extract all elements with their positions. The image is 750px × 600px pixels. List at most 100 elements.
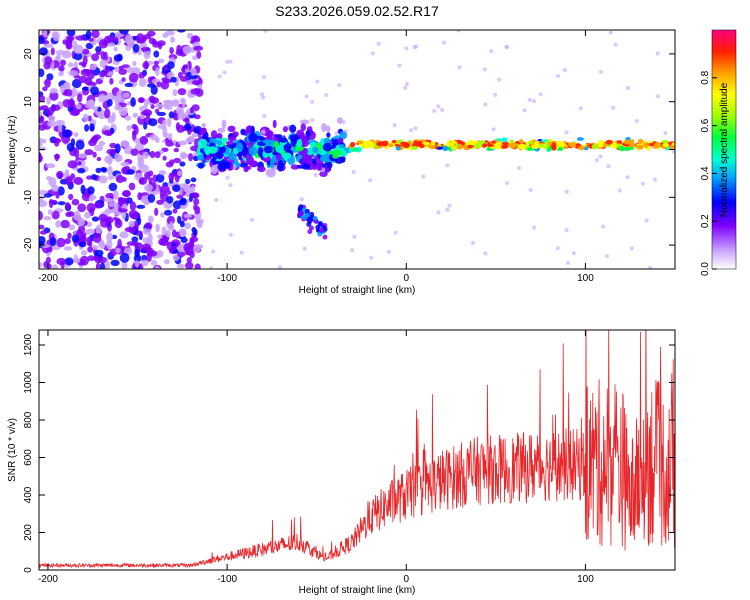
spectrogram-cell <box>217 74 222 79</box>
spectrogram-cell <box>51 184 59 192</box>
spectrogram-cell <box>539 143 544 148</box>
spectrogram-cell <box>157 58 165 64</box>
spectrogram-cell <box>171 100 180 107</box>
spectrogram-cell <box>105 92 114 102</box>
spectrogram-cell <box>82 86 90 91</box>
spectrogram-cell <box>91 216 100 222</box>
spectrogram-cell <box>308 225 314 231</box>
spectrogram-cell <box>164 209 173 216</box>
spectrogram-cell <box>94 201 102 209</box>
spectrogram-cell <box>91 245 99 250</box>
snr-xtick-label: -100 <box>217 574 237 585</box>
spectrogram-cell <box>114 152 121 162</box>
spectrogram-cell <box>248 133 259 143</box>
spectrogram-cell <box>148 250 158 257</box>
spectrogram-cell <box>122 190 130 197</box>
spectrogram-cell <box>183 213 193 219</box>
spectrogram-cell <box>141 243 151 252</box>
spectrogram-cell <box>339 131 348 140</box>
spectrogram-cell <box>46 96 51 105</box>
spectrogram-cell <box>190 88 201 95</box>
spectrogram-cell <box>115 217 121 225</box>
spectrogram-cell <box>97 256 108 264</box>
colorbar-tick-label: 0.8 <box>700 70 711 84</box>
spectrogram-cell <box>178 140 188 146</box>
spectrogram-cell <box>337 137 344 143</box>
spectrogram-cell <box>114 143 121 154</box>
spectrogram-cell <box>278 265 282 269</box>
spectrogram-cell <box>381 140 389 147</box>
spectrogram-xtick-label: -200 <box>38 273 58 284</box>
spectrogram-cell <box>180 204 187 210</box>
spectrogram-cell <box>217 127 226 133</box>
spectrogram-cell <box>534 140 540 147</box>
spectrogram-cell <box>501 137 508 143</box>
spectrogram-cell <box>137 157 145 167</box>
spectrogram-cell <box>348 147 354 153</box>
spectrogram-cell <box>201 123 206 128</box>
spectrogram-cell <box>60 59 66 66</box>
spectrogram-cell <box>146 83 156 88</box>
spectrogram-cell <box>117 196 124 203</box>
spectrogram-cell <box>143 200 149 206</box>
spectrogram-cell <box>238 151 243 161</box>
spectrogram-cell <box>80 184 86 195</box>
spectrogram-cell <box>436 210 441 215</box>
spectrogram-cell <box>144 171 151 180</box>
spectrogram-cell <box>262 113 267 118</box>
spectrogram-cell <box>656 94 660 99</box>
spectrogram-cell <box>189 250 195 259</box>
spectrogram-cell <box>131 236 139 243</box>
spectrogram-cell <box>132 60 137 67</box>
spectrogram-cell <box>211 249 216 254</box>
snr-ylabel: SNR (10 * v/v) <box>7 418 18 482</box>
spectrogram-cell <box>104 155 114 164</box>
spectrogram-cell <box>65 178 73 186</box>
spectrogram-cell <box>305 130 311 138</box>
spectrogram-cell <box>342 150 347 156</box>
spectrogram-cell <box>99 71 105 78</box>
spectrogram-cell <box>153 50 160 58</box>
spectrogram-cell <box>364 145 370 149</box>
spectrogram-cell <box>42 86 48 92</box>
spectrogram-cell <box>299 197 304 202</box>
spectrogram-cell <box>180 197 187 206</box>
spectrogram-cell <box>556 73 560 78</box>
spectrogram-cell <box>99 241 106 250</box>
spectrogram-cell <box>179 220 185 228</box>
snr-ytick-label: 400 <box>23 486 34 503</box>
spectrogram-cell <box>369 142 375 148</box>
spectrogram-cell <box>144 184 153 192</box>
spectrogram-cell <box>228 232 233 237</box>
spectrogram-cell <box>132 112 138 118</box>
spectrogram-cell <box>82 113 89 122</box>
spectrogram-cell <box>482 67 487 72</box>
spectrogram-cell <box>122 92 130 99</box>
spectrogram-cell <box>154 265 160 269</box>
spectrogram-cell <box>121 64 130 69</box>
spectrogram-cell <box>65 202 71 210</box>
spectrogram-cell <box>264 145 273 154</box>
spectrogram-cell <box>57 124 63 133</box>
snr-ytick-label: 1000 <box>23 371 34 394</box>
spectrogram-cell <box>48 199 58 204</box>
spectrogram-cell <box>193 244 201 253</box>
spectrogram-ytick-label: 0 <box>23 146 34 152</box>
spectrogram-cell <box>45 163 56 169</box>
spectrogram-cell <box>335 150 342 155</box>
spectrogram-cell <box>158 170 167 176</box>
spectrogram-cell <box>156 250 164 258</box>
spectrogram-cell <box>315 79 320 84</box>
spectrogram-cell <box>107 42 116 47</box>
spectrogram-cell <box>51 104 61 111</box>
spectrogram-cell <box>96 156 102 162</box>
spectrogram-cell <box>493 92 498 97</box>
spectrogram-cell <box>131 212 139 220</box>
spectrogram-cell <box>75 140 85 150</box>
spectrogram-cell <box>413 126 418 131</box>
spectrogram-cell <box>162 155 167 161</box>
spectrogram-cell <box>446 141 452 147</box>
spectrogram-cell <box>58 65 65 72</box>
spectrogram-cell <box>185 178 191 184</box>
spectrogram-cell <box>113 54 122 62</box>
